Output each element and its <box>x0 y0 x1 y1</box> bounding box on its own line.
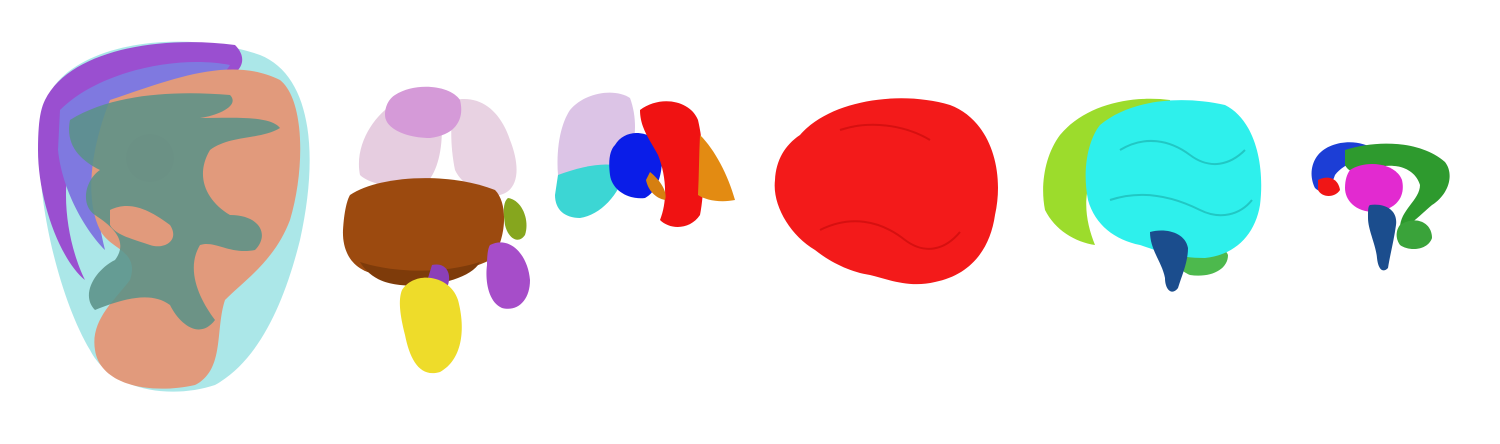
lung-base <box>555 164 625 218</box>
right-hemisphere <box>1085 100 1262 259</box>
fetus-overlay <box>69 93 281 330</box>
brainstem <box>1150 230 1188 292</box>
thalamus <box>1345 164 1403 212</box>
hemisphere-fold-2 <box>1109 193 1253 217</box>
whole-brain-model <box>774 98 998 285</box>
side-lobe-small <box>646 172 666 200</box>
brain-surface <box>774 98 998 285</box>
side-lobe <box>698 135 735 202</box>
brainstem <box>1368 204 1397 271</box>
aorta <box>640 101 704 227</box>
hemisphere-fold-1 <box>1119 139 1246 166</box>
liver-shadow <box>360 262 480 286</box>
gland <box>503 198 527 240</box>
thoracic-organs-model <box>555 92 735 227</box>
red-nucleus <box>1318 177 1340 196</box>
abdominal-organs-model <box>342 86 530 374</box>
right-lung <box>451 99 517 195</box>
brain-hemispheres-model <box>1043 98 1262 292</box>
bladder <box>399 277 462 374</box>
fetus-arm <box>110 205 174 247</box>
deep-structures-model <box>1311 142 1450 271</box>
heart <box>385 86 462 138</box>
kidney <box>486 242 530 309</box>
brain-fold-2 <box>839 123 931 141</box>
liver <box>342 178 505 277</box>
fetus-uterus-model <box>38 41 310 392</box>
brain-fold-1 <box>819 220 961 250</box>
cerebellar-structure <box>1396 220 1432 250</box>
